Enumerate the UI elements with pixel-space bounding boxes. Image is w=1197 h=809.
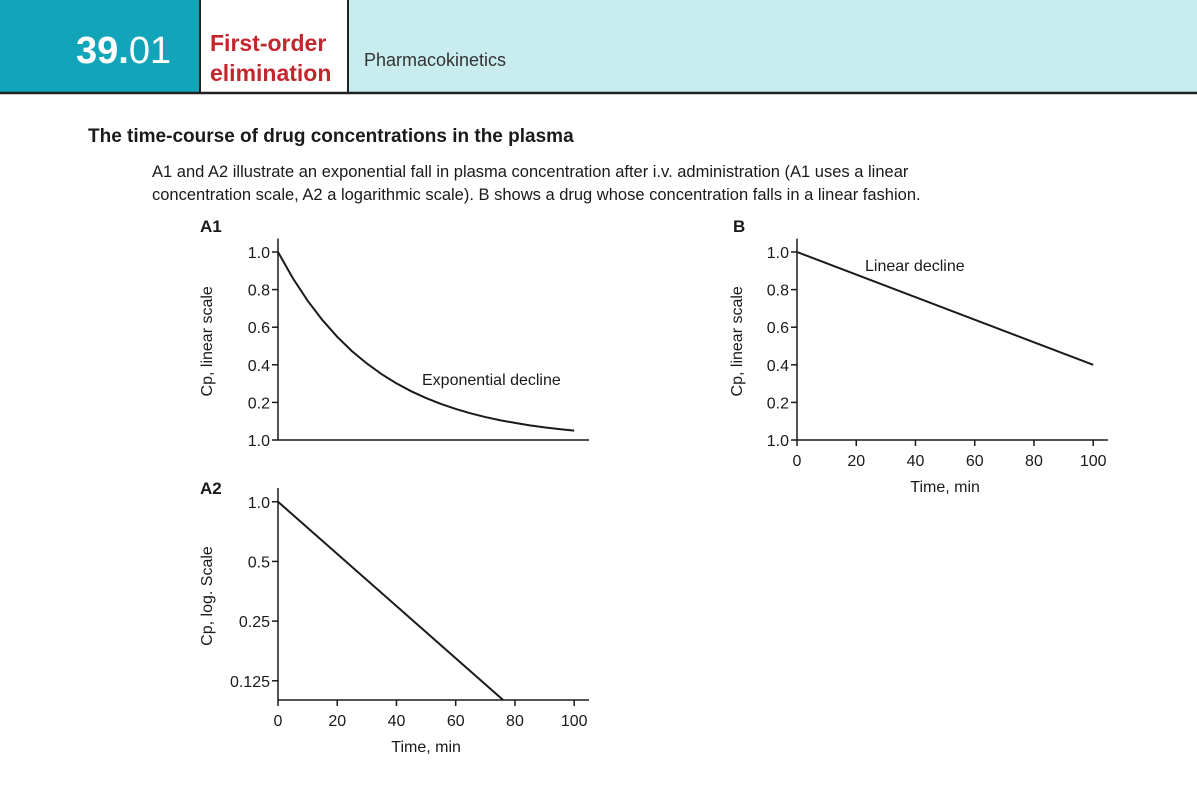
y-tick-label: 0.2	[767, 395, 789, 412]
chapter-number: 39.01	[76, 30, 171, 72]
y-tick-label: 1.0	[248, 495, 270, 512]
section-name: Pharmacokinetics	[364, 50, 506, 70]
y-tick-label: 0.4	[767, 358, 789, 375]
data-line	[277, 251, 575, 432]
y-tick-label: 1.0	[248, 433, 270, 450]
data-line	[796, 251, 1094, 366]
x-tick-label: 40	[388, 713, 406, 730]
x-tick-label: 60	[966, 453, 984, 470]
x-tick-label: 20	[328, 713, 346, 730]
x-tick-label: 0	[274, 713, 283, 730]
header-section-box	[348, 0, 1197, 93]
heading: The time-course of drug concentrations i…	[88, 126, 574, 147]
y-tick-label: 0.25	[239, 614, 270, 631]
y-tick-label: 0.125	[230, 674, 270, 691]
paragraph-line: concentration scale, A2 a logarithmic sc…	[152, 186, 921, 204]
x-axis-label: Time, min	[910, 479, 980, 496]
y-tick-label: 1.0	[248, 245, 270, 262]
y-axis-label: Cp, linear scale	[729, 286, 746, 396]
header-number-box	[0, 0, 200, 93]
data-line	[277, 501, 504, 701]
x-tick-label: 60	[447, 713, 465, 730]
y-tick-label: 0.6	[248, 320, 270, 337]
chapter-main: 39.	[76, 30, 129, 72]
x-tick-label: 0	[793, 453, 802, 470]
x-tick-label: 100	[561, 713, 588, 730]
y-tick-label: 0.8	[248, 283, 270, 300]
y-axis-label: Cp, log. Scale	[199, 546, 216, 646]
y-tick-label: 1.0	[767, 245, 789, 262]
x-tick-label: 80	[1025, 453, 1043, 470]
x-tick-label: 100	[1080, 453, 1107, 470]
header-title-box	[200, 0, 348, 93]
x-tick-label: 20	[847, 453, 865, 470]
y-axis-label: Cp, linear scale	[199, 286, 216, 396]
y-tick-label: 0.2	[248, 395, 270, 412]
x-axis-label: Time, min	[391, 739, 461, 756]
y-tick-label: 0.4	[248, 358, 270, 375]
chapter-sub: 01	[129, 30, 171, 72]
title-line: elimination	[210, 60, 331, 86]
annotation: Exponential decline	[422, 372, 561, 389]
panel-label: B	[733, 217, 745, 236]
y-tick-label: 0.6	[767, 320, 789, 337]
panel-label: A1	[200, 217, 222, 236]
annotation: Linear decline	[865, 258, 965, 275]
y-tick-label: 1.0	[767, 433, 789, 450]
x-tick-label: 80	[506, 713, 524, 730]
x-tick-label: 40	[907, 453, 925, 470]
title-line: First-order	[210, 30, 326, 56]
panel-label: A2	[200, 479, 222, 498]
y-tick-label: 0.8	[767, 283, 789, 300]
paragraph-line: A1 and A2 illustrate an exponential fall…	[152, 163, 909, 181]
y-tick-label: 0.5	[248, 554, 270, 571]
